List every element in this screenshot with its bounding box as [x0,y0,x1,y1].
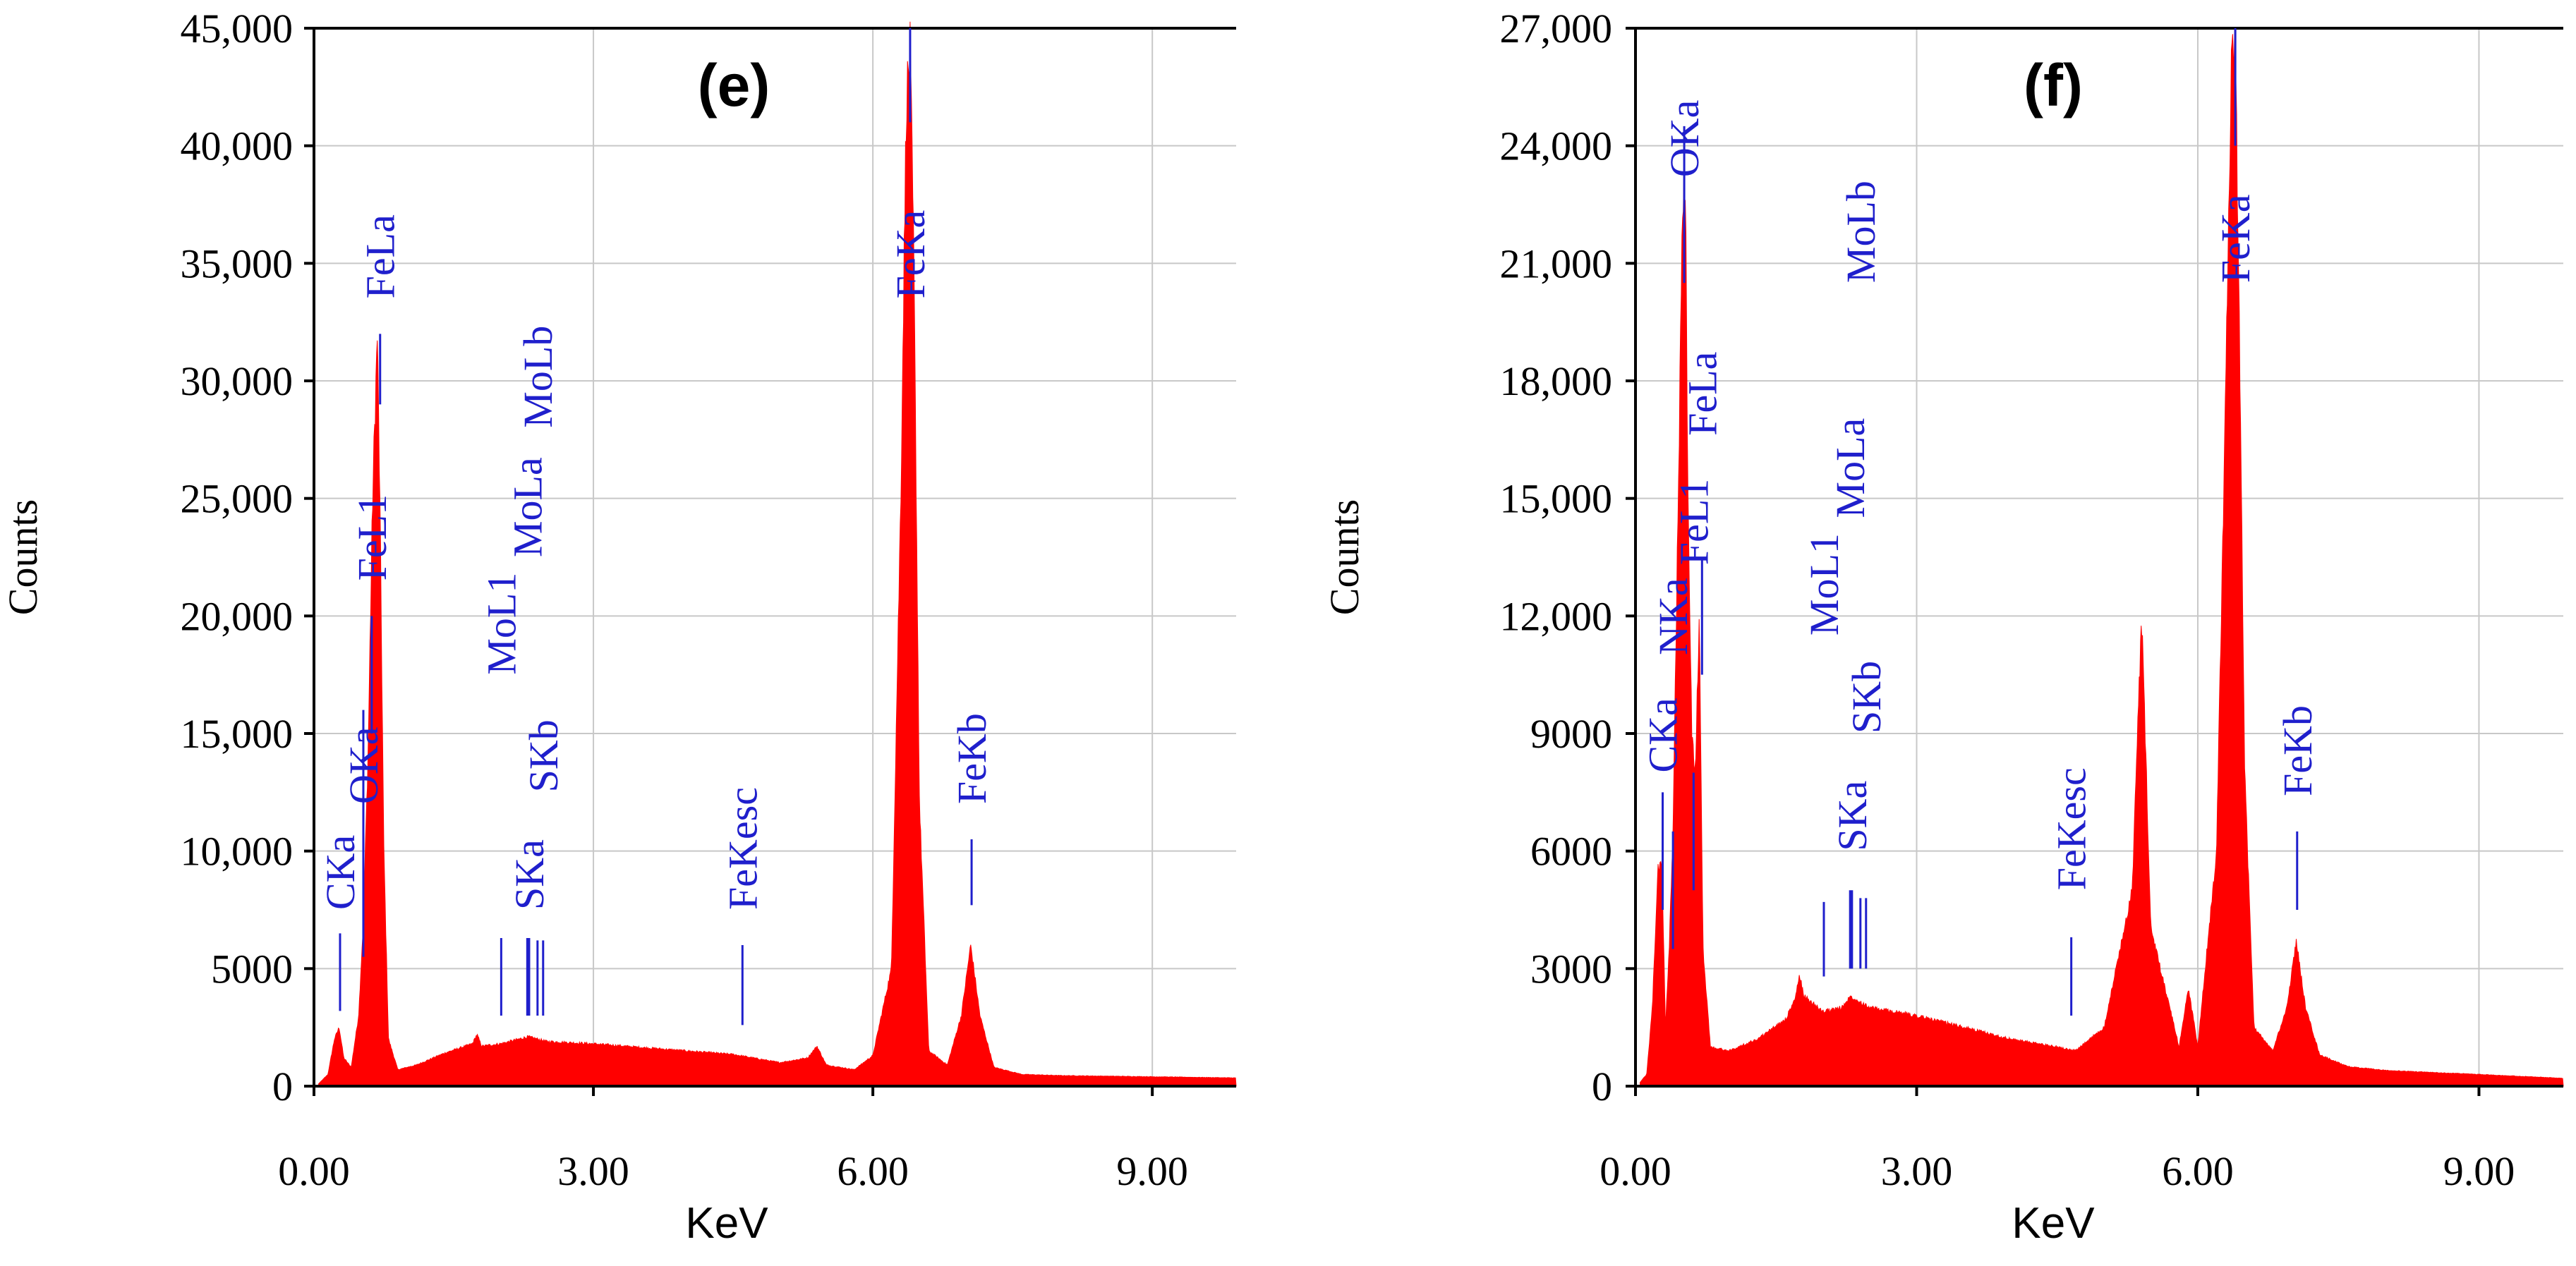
y-tick-label: 3000 [1530,946,1612,992]
y-tick-label: 10,000 [181,829,294,875]
y-tick-label: 20,000 [181,593,294,639]
peak-label: FeLa [1679,352,1725,436]
peak-label: CKa [1640,698,1686,772]
y-tick-label: 21,000 [1500,241,1613,286]
peak-label: FeL1 [349,494,395,580]
x-tick-label: 9.00 [1116,1148,1188,1194]
peak-label: MoLb [1838,181,1884,283]
peak-label: FeLa [358,214,404,298]
peak-label: MoL1 [478,573,524,675]
panel-label: (f) [2024,52,2083,118]
y-tick-label: 5000 [211,946,293,992]
x-tick-label: 6.00 [837,1148,909,1194]
peak-label: FeKesc [2049,767,2095,890]
panel-label: (e) [698,52,770,118]
peak-label: NKa [1650,578,1696,655]
peak-label: OKa [1662,100,1707,178]
y-axis-title: Counts [1326,499,1367,615]
y-tick-label: 15,000 [1500,476,1613,522]
peak-label: FeKb [949,713,995,804]
spectrum-area [318,21,1237,1087]
x-axis-title: KeV [2012,1199,2095,1248]
y-axis-title: Counts [0,499,46,615]
peak-label: CKa [318,835,363,910]
x-tick-label: 0.00 [1600,1148,1671,1194]
peak-label: FeKa [2213,194,2258,283]
chart-f: 0 3000 6000 9000 12,000 15,000 18,000 21,000 24,… [1326,6,2564,1248]
y-tick-label: 30,000 [181,358,294,404]
y-tick-label: 45,000 [181,6,294,51]
chart-e: 0 5000 10,000 15,000 20,000 25,000 30,000 35,00… [0,6,1237,1248]
y-tick-label: 0 [1592,1064,1612,1109]
peak-label: MoLa [504,457,550,557]
x-tick-label: 6.00 [2162,1148,2234,1194]
peak-label: SKa [507,839,552,910]
peak-label: FeL1 [1671,479,1717,565]
peak-label: MoLa [1827,418,1873,518]
y-tick-label: 9000 [1530,711,1612,757]
x-tick-label: 9.00 [2443,1148,2515,1194]
y-tick-label: 18,000 [1500,358,1613,404]
peak-label: FeKa [888,210,933,299]
x-tick-label: 3.00 [1881,1148,1953,1194]
peak-label: SKb [521,719,567,792]
y-tick-label: 12,000 [1500,593,1613,639]
y-tick-label: 15,000 [181,711,294,757]
peak-label: SKb [1844,661,1889,734]
y-tick-label: 40,000 [181,123,294,169]
peak-label: FeKb [2275,705,2321,796]
x-tick-label: 0.00 [278,1148,350,1194]
y-tick-label: 6000 [1530,829,1612,875]
y-tick-label: 25,000 [181,476,294,522]
x-axis-title: KeV [685,1199,768,1248]
y-tick-label: 27,000 [1500,6,1613,51]
x-tick-label: 3.00 [557,1148,629,1194]
peak-label: MoL1 [1801,533,1847,635]
peak-label: SKa [1830,781,1875,851]
spectrum-area [1640,29,2564,1087]
peak-label: MoLb [515,326,561,428]
y-tick-label: 35,000 [181,241,294,286]
peak-label: OKa [341,726,387,804]
y-tick-label: 24,000 [1500,123,1613,169]
y-tick-label: 0 [272,1064,293,1109]
peak-label: FeKesc [720,787,766,910]
